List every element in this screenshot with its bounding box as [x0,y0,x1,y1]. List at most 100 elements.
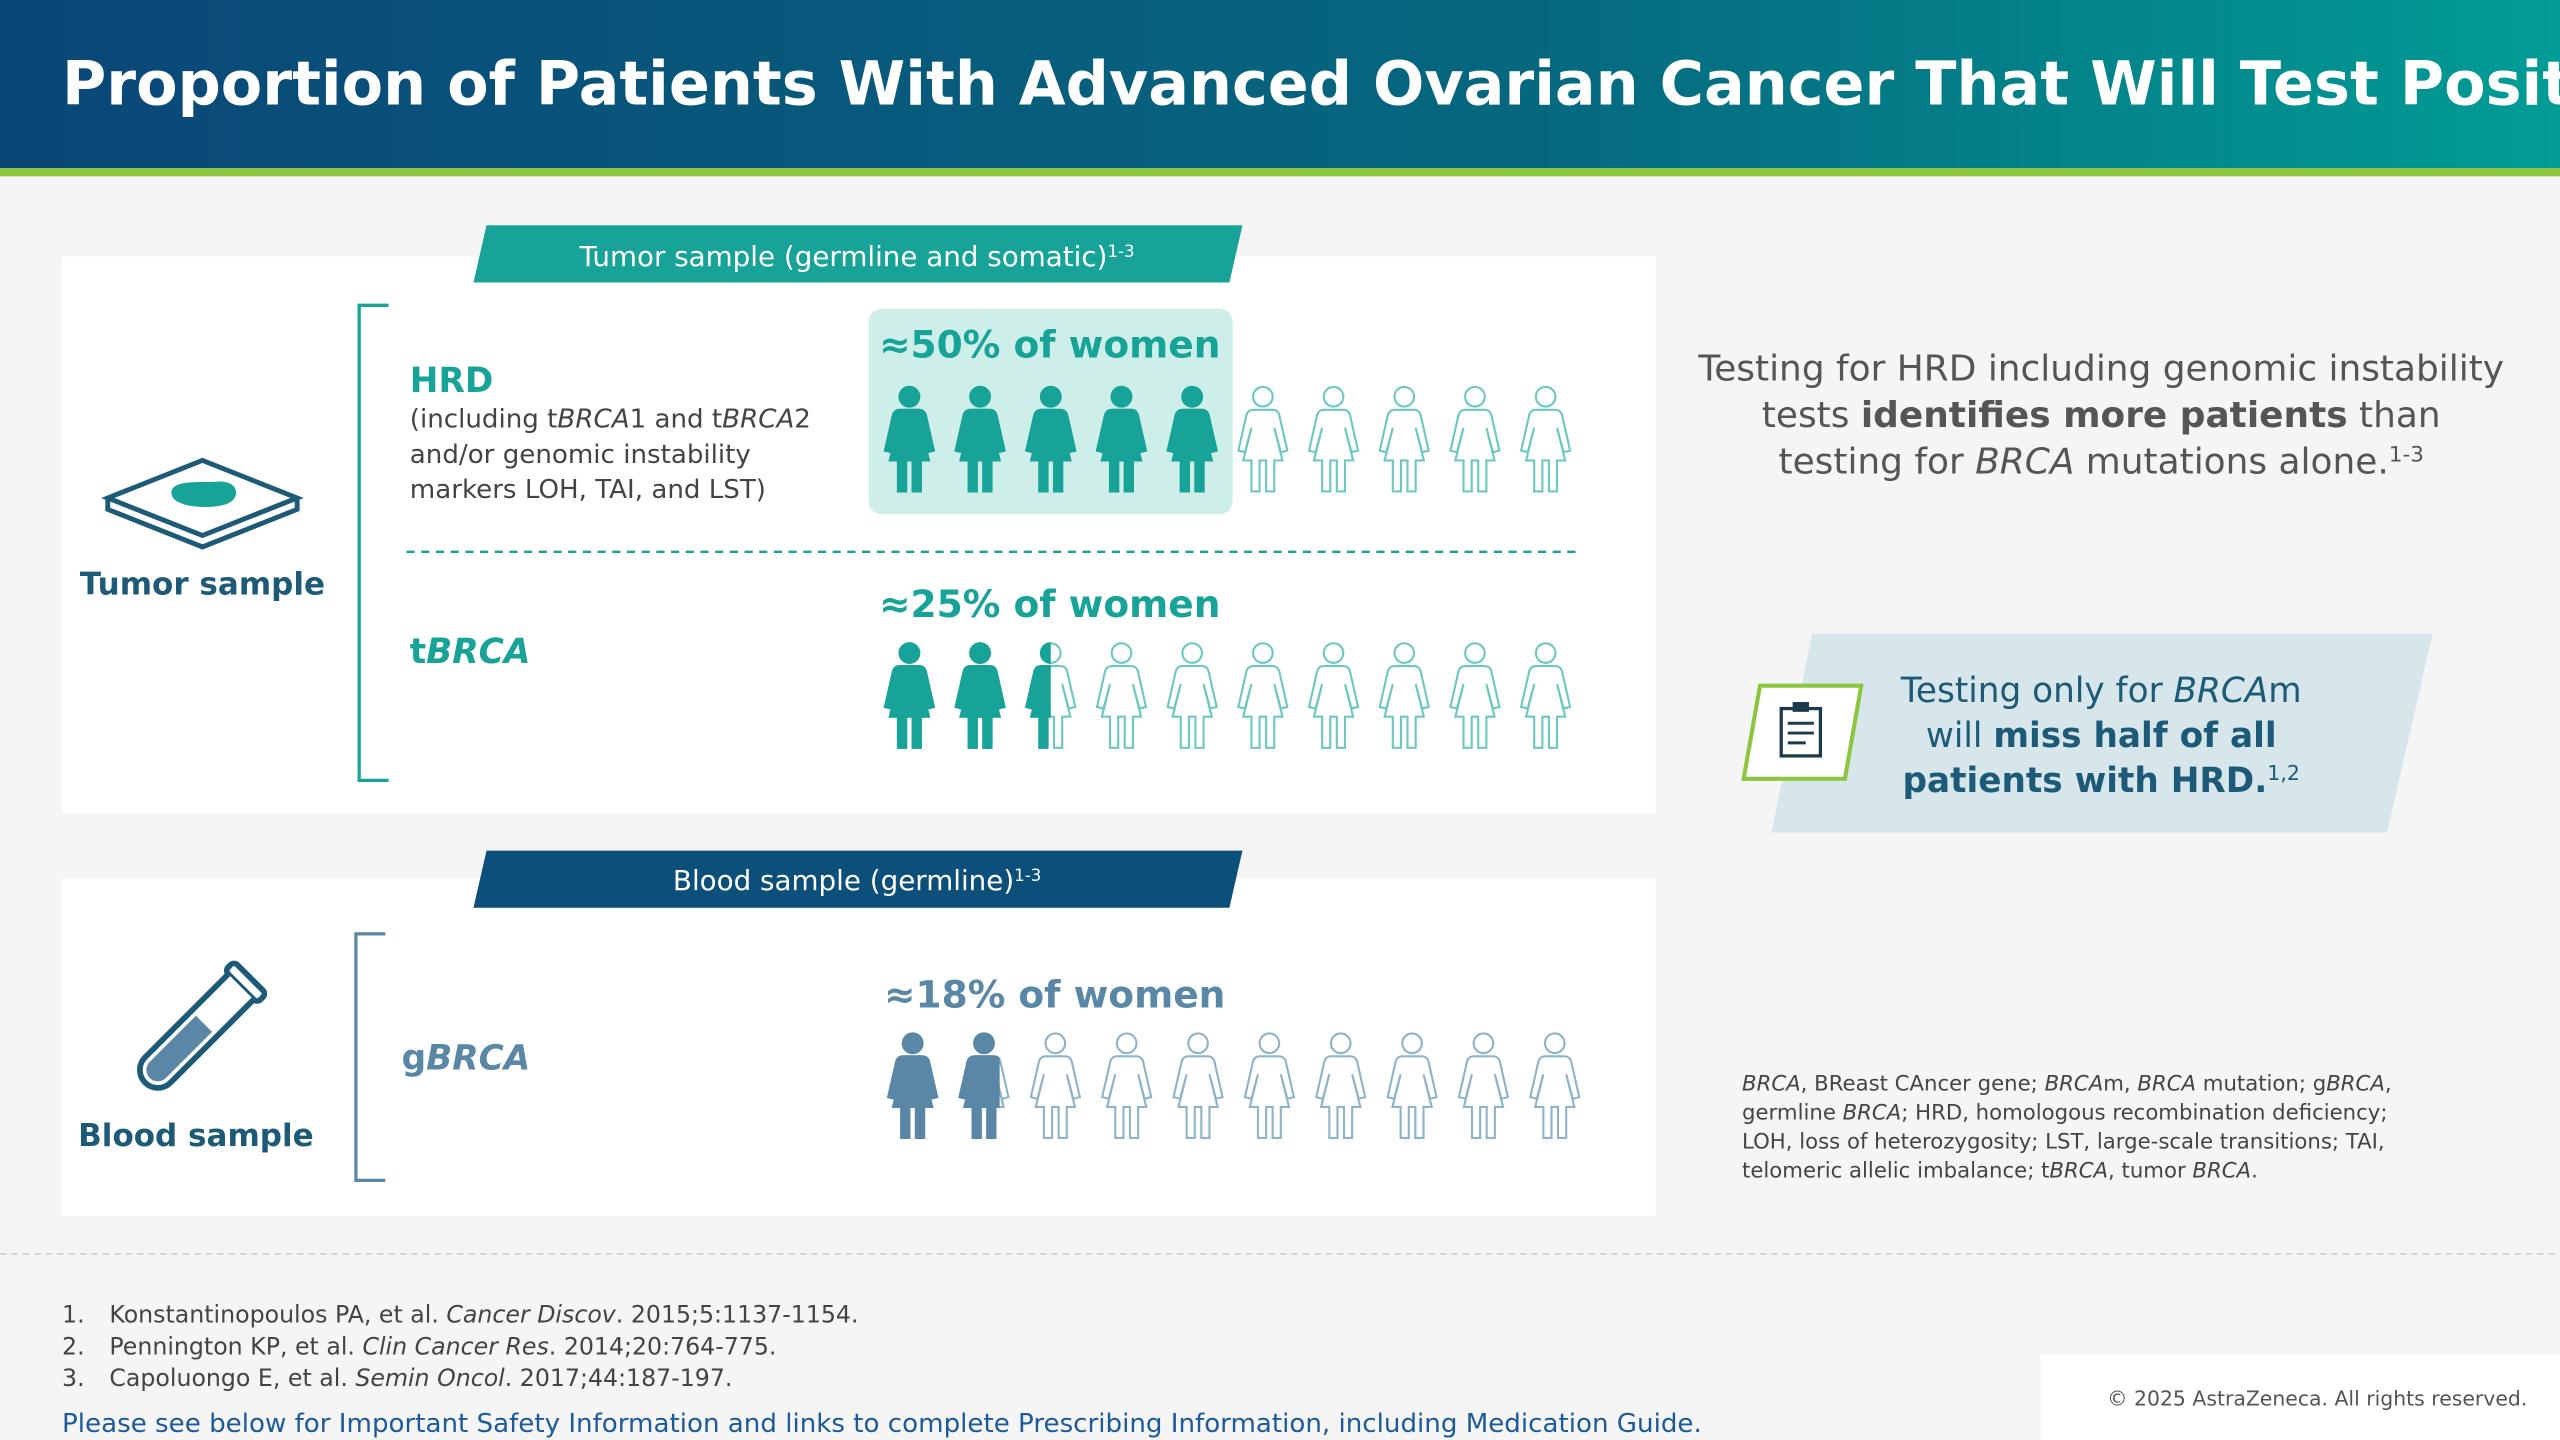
person-fill [954,642,1006,749]
reference-text: Pennington KP, et al. Clin Cancer Res. 2… [109,1332,776,1360]
text-segment: , tumor [2108,1158,2192,1183]
icon-label: Blood sample [78,1118,313,1154]
text-segment: telomeric allelic imbalance; t [1742,1158,2049,1183]
person-icon [1166,385,1218,493]
person-fill [958,1055,1000,1140]
person-outline [1172,1055,1224,1140]
text-segment: BRCA [2174,671,2269,711]
insight-text: testing for BRCA mutations alone.1-3 [1778,441,2423,482]
text-segment: 1 and t [630,405,723,435]
text-segment: Capoluongo E, et al. [109,1364,355,1392]
text-segment: markers LOH, TAI, and LST) [410,475,766,505]
row-detail: (including tBRCA1 and tBRCA2 [410,405,811,435]
person-icon [1457,1032,1510,1140]
text-segment: , BReast CAncer gene; [1801,1072,2045,1097]
copyright-box [2040,1355,2560,1440]
banner-text: Tumor sample (germline and somatic)1-3 [579,240,1135,273]
person-outline [1307,665,1360,749]
text-segment: Semin Oncol [355,1364,505,1392]
text-segment: m [2268,671,2301,711]
blood-panel [62,878,1656,1217]
person-fill [969,385,992,408]
person-outline [1543,1032,1566,1055]
person-fill [1039,642,1051,664]
blood-banner [473,850,1243,908]
person-fill [883,385,936,493]
text-segment: t [410,632,426,672]
reference-text: Capoluongo E, et al. Semin Oncol. 2017;4… [109,1364,732,1392]
person-icon [1529,1032,1581,1140]
person-outline [1464,385,1486,408]
person-fill [898,385,921,408]
copyright: © 2025 AstraZeneca. All rights reserved. [2107,1387,2527,1411]
text-segment: Testing for HRD including genomic instab… [1697,348,2504,389]
text-segment: BRCA [2326,1072,2385,1097]
person-fill [1025,642,1051,749]
person-icon [1029,1032,1082,1140]
person-fill [883,408,936,493]
bracket [357,303,389,783]
person-fill [1095,408,1148,493]
person-icon [886,1032,939,1140]
person-fill [1166,408,1218,493]
text-segment: Pennington KP, et al. [109,1332,362,1360]
text-segment: BRCA [2137,1072,2196,1097]
person-icon [1449,642,1501,749]
person-icon [1025,642,1077,749]
text-segment: BRCA [1843,1101,1902,1126]
person-icon [1095,385,1148,493]
callout-text: will miss half of all [1926,716,2277,756]
person-outline [1115,1032,1138,1055]
person-icon [954,385,1006,493]
person-outline [1457,1055,1510,1140]
person-icon [954,642,1006,749]
reference-text: Konstantinopoulos PA, et al. Cancer Disc… [109,1300,858,1328]
text-segment: BRCA [2045,1072,2104,1097]
text-segment: Clin Cancer Res [362,1332,548,1360]
insight-text: tests identifies more patients than [1762,395,2441,436]
text-segment: BRCA [1975,441,2074,482]
page-title: Proportion of Patients With Advanced Ova… [62,49,2560,119]
person-outline [1322,385,1345,408]
person-icon [1095,642,1148,749]
text-segment: , [2385,1072,2392,1097]
text-segment: and/or genomic instability [410,440,751,470]
text-segment: mutation; g [2196,1072,2326,1097]
person-outline [1314,1055,1367,1140]
banner-text: Blood sample (germline)1-3 [673,864,1041,897]
text-segment: Testing only for [1900,671,2174,711]
person-fill [969,642,992,664]
text-segment: miss half of all [1993,716,2276,756]
abbreviation-text: telomeric allelic imbalance; tBRCA, tumo… [1742,1158,2258,1183]
person-icon [1378,385,1430,493]
row-detail: and/or genomic instability [410,440,751,470]
callout-text: Testing only for BRCAm [1900,671,2302,711]
person-icon [1519,385,1572,493]
tumor-panel [62,256,1656,814]
person-icon [1314,1032,1367,1140]
person-fill [1025,665,1051,749]
person-fill [954,408,1006,493]
text-segment: testing for [1778,441,1975,482]
reference-number: 3. [62,1364,85,1392]
text-segment: 1-3 [1107,242,1134,261]
person-fill [883,665,936,749]
person-outline [1044,1032,1067,1055]
safety-link[interactable]: Please see below for Important Safety In… [62,1409,1702,1439]
person-icon [1172,1032,1224,1140]
text-segment: . 2014;20:764-775. [549,1332,777,1360]
person-outline [1110,642,1133,664]
person-icon [1519,642,1572,749]
person-outline [1393,642,1416,664]
blood-icon [137,960,268,1091]
person-fill [886,1032,939,1140]
person-icon [1386,1032,1438,1140]
person-outline [1166,665,1218,749]
person-outline [1401,1032,1423,1055]
row-label: tBRCA [410,632,531,672]
person-outline [1100,1055,1153,1140]
person-icon [1237,642,1289,749]
person-outline [1378,665,1430,749]
person-fill [1181,385,1204,408]
